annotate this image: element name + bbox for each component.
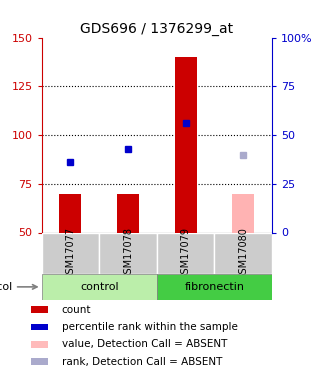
Bar — [42, 232, 99, 274]
Bar — [232, 194, 254, 232]
Text: GSM17080: GSM17080 — [238, 226, 248, 280]
Text: value, Detection Call = ABSENT: value, Detection Call = ABSENT — [62, 339, 227, 349]
Bar — [31, 306, 48, 313]
Text: control: control — [80, 282, 118, 292]
Text: fibronectin: fibronectin — [184, 282, 244, 292]
Bar — [175, 57, 196, 232]
Bar — [31, 324, 48, 330]
Bar — [31, 358, 48, 365]
Bar — [117, 194, 139, 232]
Bar — [157, 274, 272, 300]
Bar — [99, 232, 157, 274]
Text: rank, Detection Call = ABSENT: rank, Detection Call = ABSENT — [62, 357, 222, 366]
Bar — [60, 194, 81, 232]
Bar — [31, 341, 48, 348]
Bar — [42, 274, 157, 300]
Bar — [157, 232, 214, 274]
Text: percentile rank within the sample: percentile rank within the sample — [62, 322, 237, 332]
Text: count: count — [62, 305, 91, 315]
Text: protocol: protocol — [0, 282, 37, 292]
Text: GSM17077: GSM17077 — [65, 226, 76, 280]
Text: GSM17079: GSM17079 — [180, 226, 191, 280]
Title: GDS696 / 1376299_at: GDS696 / 1376299_at — [80, 22, 233, 36]
Text: GSM17078: GSM17078 — [123, 226, 133, 280]
Bar — [214, 232, 272, 274]
